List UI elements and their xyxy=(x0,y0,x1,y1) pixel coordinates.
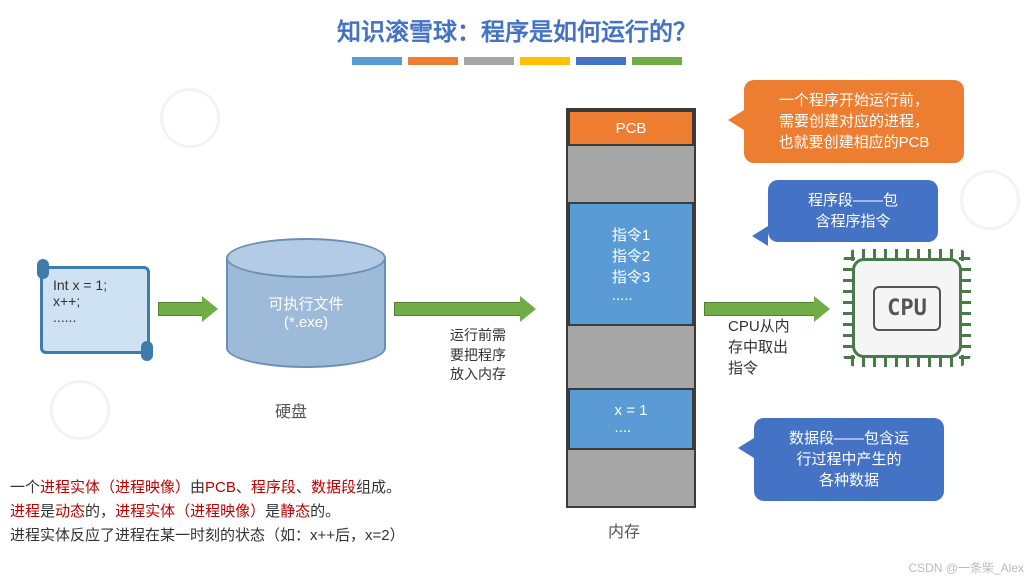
memory-caption: 内存 xyxy=(608,518,640,542)
data-callout: 数据段——包含运行过程中产生的各种数据 xyxy=(754,418,944,501)
pcb-callout: 一个程序开始运行前，需要创建对应的进程，也就要创建相应的PCB xyxy=(744,80,964,163)
cpu-icon: CPU xyxy=(852,258,962,358)
memory-pcb-block: PCB xyxy=(568,110,694,146)
memory-stack: PCB 指令1指令2指令3..... x = 1.... xyxy=(566,108,696,508)
memory-program-block: 指令1指令2指令3..... xyxy=(568,202,694,326)
watermark-icon xyxy=(50,380,110,440)
cpu-note: CPU从内存中取出指令 xyxy=(728,316,790,379)
code-line: x++; xyxy=(53,293,137,309)
program-callout: 程序段——包含程序指令 xyxy=(768,180,938,242)
disk-caption: 硬盘 xyxy=(275,398,307,422)
title-underline-bars xyxy=(0,57,1034,65)
disk-icon: 可执行文件(*.exe) xyxy=(226,238,386,368)
arrow-load xyxy=(394,296,536,322)
code-line: ...... xyxy=(53,309,137,325)
load-note: 运行前需要把程序放入内存 xyxy=(450,326,506,385)
watermark-icon xyxy=(960,170,1020,230)
explanation-text: 一个进程实体（进程映像）由PCB、程序段、数据段组成。 进程是动态的，进程实体（… xyxy=(10,476,405,548)
credit-text: CSDN @一条柴_Alex xyxy=(908,559,1024,576)
memory-data-block: x = 1.... xyxy=(568,388,694,450)
code-line: Int x = 1; xyxy=(53,277,137,293)
watermark-icon xyxy=(160,88,220,148)
page-title: 知识滚雪球：程序是如何运行的？ xyxy=(0,0,1034,47)
cpu-label: CPU xyxy=(873,286,941,331)
source-code-scroll: Int x = 1; x++; ...... xyxy=(40,266,150,354)
arrow-compile xyxy=(158,296,218,322)
